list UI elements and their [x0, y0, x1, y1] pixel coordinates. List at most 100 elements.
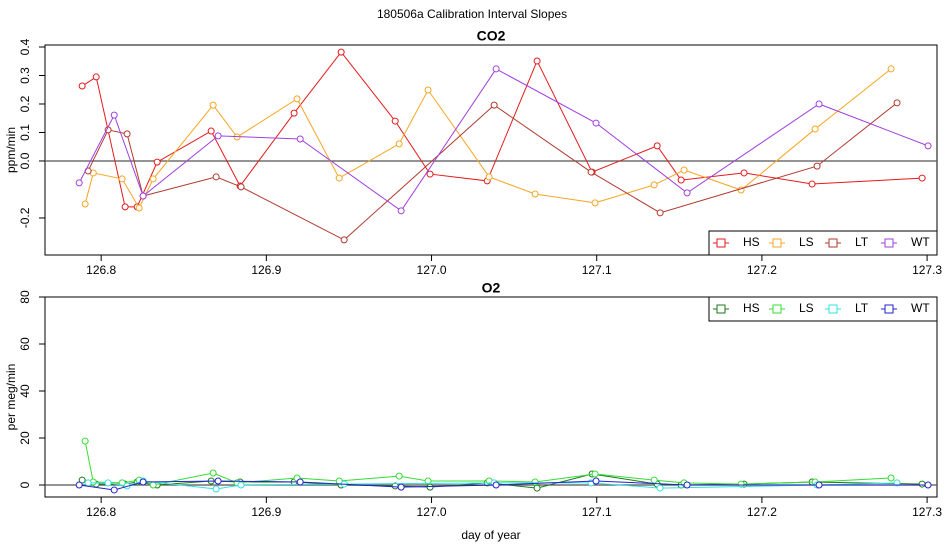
legend-marker [772, 238, 782, 248]
x-tick-label: 127.2 [747, 263, 777, 277]
x-tick-label: 127.0 [417, 263, 447, 277]
legend-marker [884, 304, 894, 314]
data-point [78, 82, 86, 90]
legend-label: LT [855, 235, 869, 249]
data-point [531, 190, 539, 198]
data-point [395, 140, 403, 148]
y-axis-label: per meg/min [4, 364, 18, 431]
data-point [149, 175, 157, 183]
data-point [591, 470, 599, 478]
x-tick-label: 126.9 [251, 505, 281, 519]
x-tick-label: 127.2 [747, 505, 777, 519]
y-tick-label: 0.2 [18, 95, 32, 112]
page-title: 180506a Calibration Interval Slopes [377, 7, 567, 21]
data-point [118, 175, 126, 183]
legend-label: HS [743, 235, 760, 249]
x-tick-label: 126.9 [251, 263, 281, 277]
legend-label: WT [911, 235, 930, 249]
x-tick-label: 127.1 [582, 505, 612, 519]
data-point [75, 481, 83, 489]
data-point [395, 472, 403, 480]
y-tick-label: 40 [18, 384, 32, 398]
data-point [337, 48, 345, 56]
data-point [153, 158, 161, 166]
data-point [737, 480, 745, 488]
data-point [591, 199, 599, 207]
data-point [139, 192, 147, 200]
data-point [677, 176, 685, 184]
data-point [680, 166, 688, 174]
data-point [740, 169, 748, 177]
data-point [214, 132, 222, 140]
legend-marker [716, 304, 726, 314]
legend-marker [828, 238, 838, 248]
data-point [531, 478, 539, 486]
data-point [426, 170, 434, 178]
y-tick-label: 0.0 [18, 152, 32, 169]
y-axis-label: ppm/min [4, 127, 18, 173]
data-point [815, 481, 823, 489]
data-point [135, 204, 143, 212]
data-point [296, 478, 304, 486]
data-point [893, 479, 901, 487]
data-point [424, 86, 432, 94]
data-point [84, 479, 92, 487]
data-point [592, 477, 600, 485]
data-point [237, 183, 245, 191]
data-point [811, 125, 819, 133]
data-point [533, 484, 541, 492]
y-tick-label: -0.2 [18, 207, 32, 228]
data-point [485, 173, 493, 181]
data-point [650, 476, 658, 484]
data-point [650, 181, 658, 189]
data-point [212, 485, 220, 493]
x-tick-label: 126.8 [86, 263, 116, 277]
y-tick-label: 0.4 [18, 38, 32, 55]
y-tick-label: 80 [18, 290, 32, 304]
panel-title: CO2 [477, 28, 506, 44]
plot-frame [44, 44, 938, 256]
data-point [75, 179, 83, 187]
legend-label: LT [855, 301, 869, 315]
data-point [893, 99, 901, 107]
data-point [918, 174, 926, 182]
x-tick-label: 127.3 [912, 505, 942, 519]
data-point [212, 173, 220, 181]
plot-frame [44, 296, 938, 498]
data-point [887, 65, 895, 73]
data-point [78, 476, 86, 484]
y-tick-label: 20 [18, 431, 32, 445]
data-point [293, 95, 301, 103]
x-tick-label: 126.8 [86, 505, 116, 519]
legend-label: LS [799, 235, 814, 249]
panel-title: O2 [482, 280, 501, 296]
data-point [110, 111, 118, 119]
data-point [110, 486, 118, 494]
data-point [918, 480, 926, 488]
data-point [81, 200, 89, 208]
data-point [592, 119, 600, 127]
data-point [492, 65, 500, 73]
data-point [492, 481, 500, 489]
data-point [81, 437, 89, 445]
y-tick-label: 0.3 [18, 67, 32, 84]
data-point [490, 101, 498, 109]
legend: HS LS LT WT [708, 230, 938, 256]
data-point [121, 203, 129, 211]
data-point [587, 168, 595, 176]
y-tick-label: 60 [18, 337, 32, 351]
data-point [290, 109, 298, 117]
data-point [924, 481, 932, 489]
data-point [123, 130, 131, 138]
x-axis-label: day of year [461, 528, 520, 542]
data-point [397, 483, 405, 491]
data-point [139, 478, 147, 486]
data-point [209, 469, 217, 477]
data-point [118, 479, 126, 487]
x-tick-label: 127.1 [582, 263, 612, 277]
data-point [340, 236, 348, 244]
data-point [815, 100, 823, 108]
data-point [209, 101, 217, 109]
